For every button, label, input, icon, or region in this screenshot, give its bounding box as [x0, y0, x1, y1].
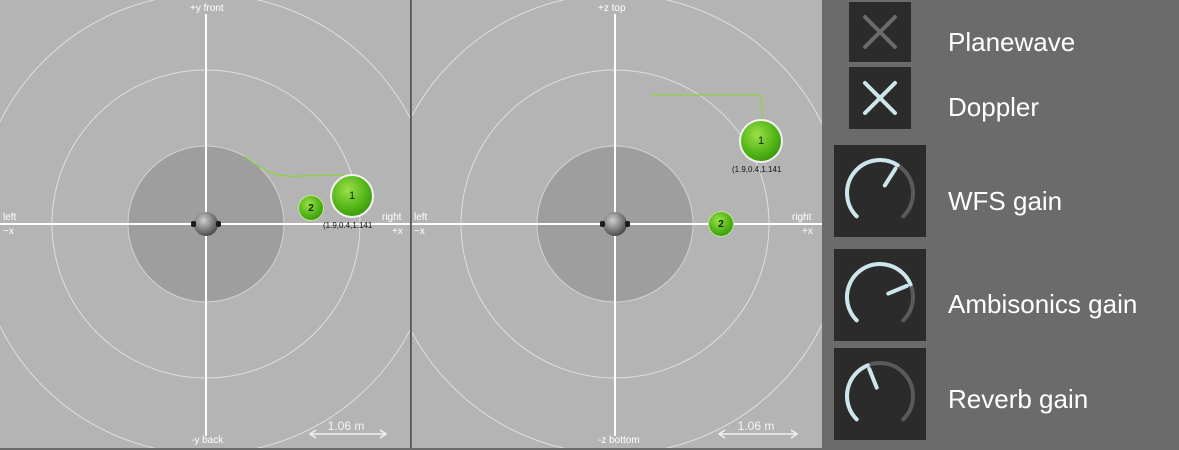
axis-left-label: left — [414, 212, 428, 223]
scale-bar — [308, 429, 388, 439]
ambisonics-gain-knob[interactable] — [834, 249, 926, 341]
knob-dial-icon — [845, 262, 915, 323]
wfs-gain-knob[interactable] — [834, 145, 926, 237]
axis-right-label: right — [382, 212, 402, 223]
source-1-number: 1 — [757, 135, 765, 147]
x-icon — [863, 81, 897, 115]
source-2-marker[interactable]: 2 — [708, 211, 734, 237]
xy-plane-view[interactable]: +y front -y back left −x right +x 1 (1.9… — [0, 0, 411, 448]
axis-right-label: right — [792, 212, 812, 223]
x-icon — [863, 15, 897, 49]
listener-head-icon — [600, 212, 630, 236]
source-1-coordinates: (1.9,0.4,1.141 — [732, 165, 782, 174]
axis-bottom-label: -y back — [191, 435, 224, 446]
source-1-marker[interactable]: 1 — [739, 119, 783, 163]
scale-label: 1.06 m — [737, 419, 775, 433]
source-trail — [652, 94, 763, 120]
xz-plane-view[interactable]: +z top -z bottom left −x right +x 1 (1.9… — [412, 0, 822, 448]
axis-bottom-label: -z bottom — [598, 435, 640, 446]
listener-head-icon — [191, 212, 221, 236]
source-1-coordinates: (1.9,0.4,1.141 — [323, 221, 373, 230]
reverb-gain-label: Reverb gain — [948, 384, 1089, 414]
source-2-number: 2 — [308, 202, 314, 214]
axis-right-sign: +x — [392, 226, 403, 237]
planewave-toggle[interactable] — [849, 2, 911, 62]
scale-label: 1.06 m — [327, 419, 365, 433]
axis-left-sign: −x — [3, 226, 14, 237]
planewave-label: Planewave — [948, 27, 1076, 57]
axis-top-label: +z top — [598, 3, 626, 14]
source-1-marker[interactable]: 1 — [330, 174, 374, 218]
axis-right-sign: +x — [802, 226, 813, 237]
wfs-gain-label: WFS gain — [948, 186, 1063, 216]
axis-left-sign: −x — [414, 226, 425, 237]
reverb-gain-knob[interactable] — [834, 348, 926, 440]
doppler-toggle[interactable] — [849, 67, 911, 129]
source-2-number: 2 — [718, 218, 724, 230]
ambisonics-gain-label: Ambisonics gain — [948, 289, 1138, 319]
source-trail — [243, 155, 347, 177]
doppler-label: Doppler — [948, 92, 1040, 122]
knob-dial-icon — [845, 158, 915, 219]
axis-left-label: left — [3, 212, 17, 223]
source-2-marker[interactable]: 2 — [298, 195, 324, 221]
knob-dial-icon — [845, 361, 915, 422]
axis-top-label: +y front — [190, 3, 224, 14]
scale-bar — [717, 429, 799, 439]
source-1-number: 1 — [348, 190, 356, 202]
